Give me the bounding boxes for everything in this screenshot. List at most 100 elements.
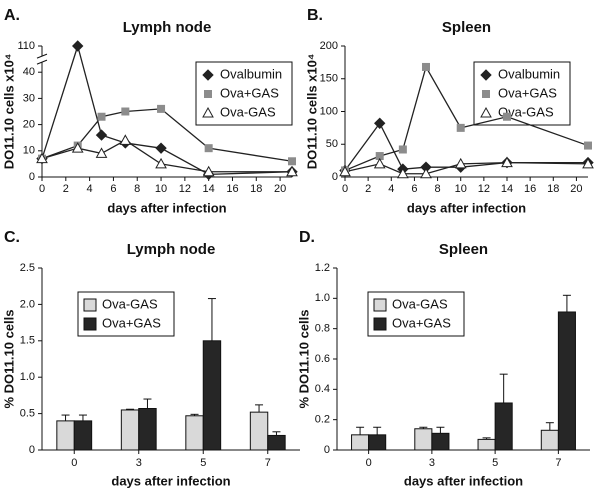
x-tick-label: 6 (411, 183, 417, 195)
y-tick-label: 200 (320, 40, 338, 52)
y-tick-label: 2.0 (20, 298, 35, 310)
data-point (375, 152, 384, 161)
y-axis-label: DO11.10 cells x10⁴ (304, 54, 319, 170)
x-tick-label: 20 (570, 183, 582, 195)
x-tick-label: 12 (478, 183, 490, 195)
data-point (503, 112, 511, 121)
bar (138, 408, 157, 451)
bar (351, 434, 370, 451)
y-tick-label: 50 (326, 138, 338, 150)
x-tick-label: 20 (274, 183, 286, 195)
legend-label: Ova-GAS (102, 296, 158, 311)
x-tick-label: 0 (71, 457, 77, 469)
x-tick-label: 3 (136, 457, 142, 469)
y-tick-label: 2.5 (20, 262, 35, 274)
x-axis-label: days after infection (107, 200, 226, 215)
panel-label: D. (299, 229, 315, 246)
x-tick-label: 2 (63, 183, 69, 195)
bar (73, 420, 93, 451)
x-tick-label: 7 (555, 457, 561, 469)
bar (557, 311, 576, 451)
data-point (373, 157, 386, 169)
y-tick-label: 0 (324, 444, 330, 456)
y-tick-label: 0.2 (315, 414, 330, 426)
y-tick-label: 0.4 (315, 383, 330, 395)
legend-label: Ovalbumin (498, 66, 560, 81)
panel-label: C. (4, 229, 20, 246)
y-tick-label: 0.6 (315, 353, 330, 365)
bar (414, 428, 433, 451)
data-point (501, 156, 513, 168)
bar (477, 438, 496, 451)
x-tick-label: 2 (365, 183, 371, 195)
x-tick-label: 8 (134, 183, 140, 195)
data-point (97, 112, 106, 121)
bar (540, 429, 559, 451)
legend-swatch (83, 298, 97, 312)
x-tick-label: 10 (455, 183, 467, 195)
bar (431, 432, 450, 451)
y-tick-label: 150 (320, 73, 338, 85)
y-tick-label: 40 (23, 66, 35, 78)
data-point (456, 123, 465, 132)
data-point (157, 104, 166, 113)
data-point (36, 152, 48, 164)
x-tick-label: 3 (429, 457, 435, 469)
y-tick-label: 1.2 (315, 262, 330, 274)
y-tick-label: 110 (17, 40, 35, 52)
data-point (95, 129, 108, 141)
legend-marker (202, 106, 214, 118)
data-point (374, 117, 386, 129)
data-point (121, 107, 130, 116)
y-tick-label: 1.5 (20, 335, 35, 347)
legend-swatch (83, 317, 97, 331)
legend-label: Ova+GAS (102, 315, 161, 330)
data-point (95, 147, 108, 158)
chart-title: Lymph node (127, 241, 216, 258)
x-tick-label: 5 (492, 457, 498, 469)
legend-label: Ova-GAS (220, 104, 276, 119)
x-tick-label: 18 (250, 183, 262, 195)
legend-swatch (373, 298, 387, 312)
x-axis-label: days after infection (111, 473, 230, 488)
legend-swatch (373, 317, 387, 331)
data-point (339, 165, 351, 177)
y-tick-label: 0 (29, 171, 35, 183)
y-tick-label: 0.5 (20, 408, 35, 420)
x-tick-label: 10 (155, 183, 167, 195)
panel-label: A. (4, 7, 20, 24)
data-point (582, 157, 594, 169)
y-axis-label: DO11.10 cells x10⁴ (1, 54, 16, 170)
data-point (454, 157, 467, 169)
data-point (72, 40, 84, 52)
y-tick-label: 100 (320, 105, 338, 117)
legend-marker (482, 90, 490, 98)
bar (120, 409, 140, 451)
x-axis-label: days after infection (404, 473, 523, 488)
data-point (584, 141, 592, 150)
legend-marker (204, 90, 212, 98)
y-axis-label: % DO11.10 cells (296, 309, 311, 408)
y-tick-label: 0 (29, 444, 35, 456)
legend-label: Ovalbumin (220, 66, 282, 81)
panel-label: B. (307, 7, 323, 24)
y-tick-label: 10 (23, 145, 35, 157)
x-tick-label: 12 (179, 183, 191, 195)
data-point (202, 165, 215, 177)
x-axis-label: days after infection (407, 200, 526, 215)
data-point (71, 142, 84, 153)
x-tick-label: 0 (39, 183, 45, 195)
legend-label: Ova+GAS (498, 85, 557, 100)
x-tick-label: 0 (366, 457, 372, 469)
x-tick-label: 18 (547, 183, 559, 195)
x-tick-label: 16 (226, 183, 238, 195)
x-tick-label: 4 (87, 183, 93, 195)
data-point (422, 62, 430, 71)
legend-label: Ova-GAS (498, 104, 554, 119)
bar (185, 415, 204, 451)
legend-label: Ova+GAS (392, 315, 451, 330)
data-point (204, 144, 213, 153)
axis-break (36, 59, 48, 65)
x-tick-label: 14 (501, 183, 513, 195)
